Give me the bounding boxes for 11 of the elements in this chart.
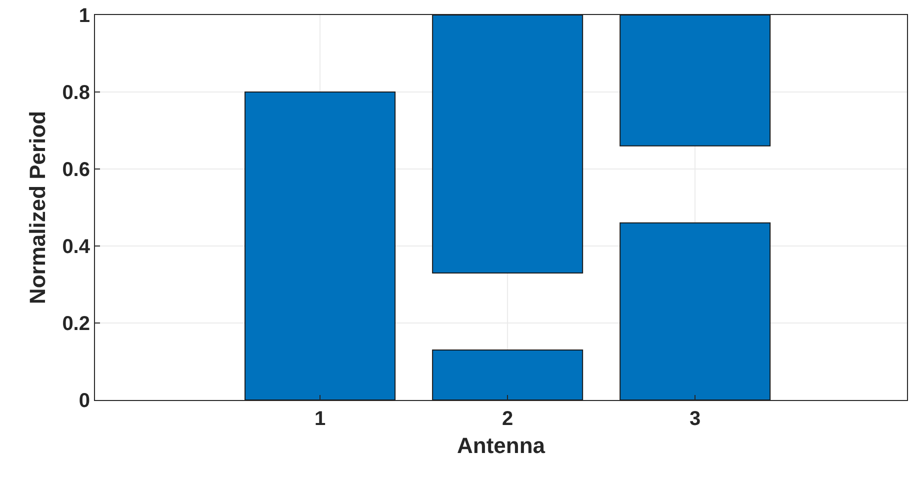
y-axis-title: Normalized Period [24, 110, 50, 304]
x-tick-label: 3 [690, 408, 701, 430]
y-tick-label: 0.2 [62, 313, 90, 335]
y-tick-label: 0.4 [62, 236, 91, 258]
y-tick-label: 0 [78, 390, 90, 412]
y-tick-label: 0.6 [62, 159, 90, 181]
x-tick-label: 1 [314, 408, 326, 430]
y-tick-label: 1 [78, 5, 90, 27]
x-tick-label: 2 [502, 408, 514, 430]
x-axis-title: Antenna [457, 432, 546, 458]
y-tick-label: 0.8 [62, 82, 90, 104]
